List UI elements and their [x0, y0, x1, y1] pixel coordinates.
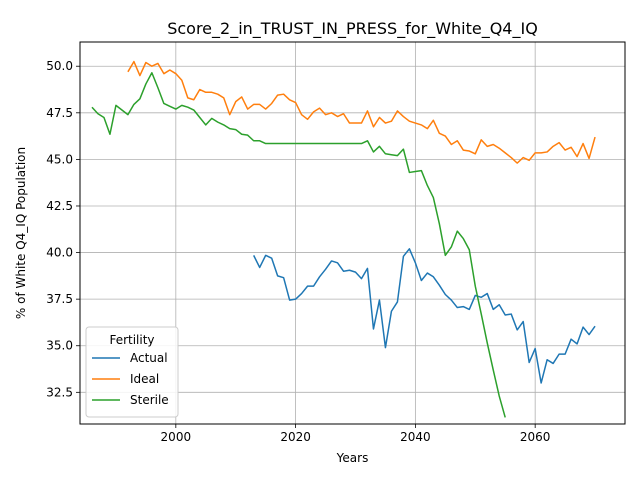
- legend-title: Fertility: [109, 333, 154, 347]
- x-tick-label: 2000: [161, 430, 192, 444]
- y-tick-label: 47.5: [46, 106, 73, 120]
- chart-title: Score_2_in_TRUST_IN_PRESS_for_White_Q4_I…: [167, 19, 538, 39]
- legend-label: Actual: [130, 351, 168, 365]
- series-line-actual: [253, 248, 596, 384]
- x-axis: 2000 2020 2040 2060: [161, 424, 551, 444]
- series-line-ideal: [127, 60, 596, 164]
- legend-box: [85, 326, 179, 418]
- x-tick-label: 2020: [280, 430, 311, 444]
- y-tick-label: 50.0: [46, 59, 73, 73]
- plot-frame: [79, 41, 626, 425]
- y-tick-label: 35.0: [46, 339, 73, 353]
- legend-label: Ideal: [130, 372, 159, 386]
- legend-item-actual: Actual: [92, 351, 168, 365]
- legend-item-sterile: Sterile: [92, 393, 169, 407]
- x-tick-label: 2060: [520, 430, 551, 444]
- y-tick-label: 45.0: [46, 152, 73, 166]
- x-tick-label: 2040: [400, 430, 431, 444]
- y-tick-label: 42.5: [46, 199, 73, 213]
- y-tick-label: 37.5: [46, 292, 73, 306]
- series-lines: [91, 60, 596, 418]
- y-tick-label: 40.0: [46, 246, 73, 260]
- y-axis: 32.5 35.0 37.5 40.0 42.5 45.0 47.5 50.0: [46, 59, 80, 399]
- x-axis-label: Years: [336, 451, 369, 465]
- y-tick-label: 32.5: [46, 385, 73, 399]
- legend-item-ideal: Ideal: [92, 372, 159, 386]
- y-axis-label: % of White Q4_IQ Population: [14, 147, 28, 319]
- legend: Fertility Actual Ideal Sterile: [85, 326, 179, 418]
- legend-label: Sterile: [130, 393, 169, 407]
- series-line-sterile: [91, 72, 506, 418]
